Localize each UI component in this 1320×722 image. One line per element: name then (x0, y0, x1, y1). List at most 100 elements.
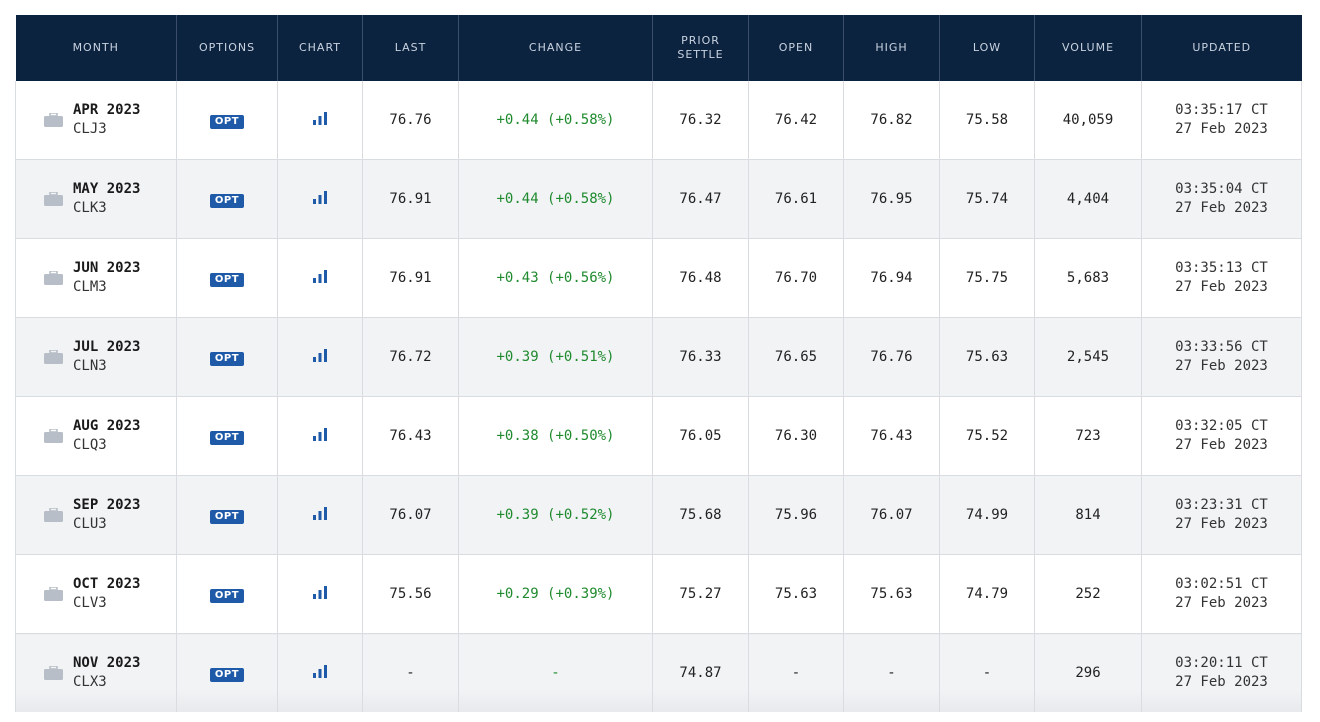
prior-settle-line1: PRIOR (681, 34, 720, 47)
table-row[interactable]: JUL 2023 CLN3 OPT 76.72 +0.39 (+0.51%) 76.33 7… (15, 317, 1302, 397)
column-header-month[interactable]: MONTH (15, 15, 177, 81)
table-row[interactable]: OCT 2023 CLV3 OPT 75.56 +0.29 (+0.39%) 75.27 7… (15, 554, 1302, 634)
volume: 40,059 (1034, 81, 1142, 160)
updated-cell: 03:33:56 CT 27 Feb 2023 (1141, 317, 1302, 397)
table-row[interactable]: JUN 2023 CLM3 OPT 76.91 +0.43 (+0.56%) 76.48 7… (15, 238, 1302, 318)
bar-chart-icon[interactable] (312, 269, 328, 287)
bar-chart-icon[interactable] (312, 664, 328, 682)
chart-cell (277, 633, 363, 712)
price-change: +0.44 (+0.58%) (458, 159, 653, 239)
contract-code: CLN3 (73, 358, 107, 374)
options-cell: OPT (176, 396, 278, 476)
updated-time: 03:02:51 CT (1175, 576, 1268, 592)
high-price: 76.76 (843, 317, 940, 397)
last-price: 76.07 (362, 475, 459, 555)
column-header-high[interactable]: HIGH (843, 15, 940, 81)
briefcase-icon[interactable] (44, 192, 63, 206)
column-header-options[interactable]: OPTIONS (176, 15, 278, 81)
briefcase-icon[interactable] (44, 350, 63, 364)
contract-month: APR 2023 (73, 102, 141, 118)
contract-code: CLU3 (73, 516, 107, 532)
options-cell: OPT (176, 159, 278, 239)
bar-chart-icon[interactable] (312, 427, 328, 445)
month-cell: JUL 2023 CLN3 (15, 317, 177, 397)
contract-code: CLQ3 (73, 437, 107, 453)
bar-chart-icon[interactable] (312, 506, 328, 524)
price-change: +0.44 (+0.58%) (458, 81, 653, 160)
prior-settle: 76.47 (652, 159, 749, 239)
briefcase-icon[interactable] (44, 113, 63, 127)
bar-chart-icon[interactable] (312, 348, 328, 366)
updated-time: 03:35:17 CT (1175, 102, 1268, 118)
briefcase-icon[interactable] (44, 271, 63, 285)
options-cell: OPT (176, 633, 278, 712)
briefcase-icon[interactable] (44, 429, 63, 443)
high-price: 76.82 (843, 81, 940, 160)
table-row[interactable]: NOV 2023 CLX3 OPT - -74.87- - -296 03:20:11 CT 2… (15, 633, 1302, 712)
updated-date: 27 Feb 2023 (1175, 200, 1268, 216)
updated-cell: 03:23:31 CT 27 Feb 2023 (1141, 475, 1302, 555)
contract-month: NOV 2023 (73, 655, 141, 671)
opt-button[interactable]: OPT (209, 193, 245, 208)
volume: 4,404 (1034, 159, 1142, 239)
volume: 2,545 (1034, 317, 1142, 397)
briefcase-icon[interactable] (44, 666, 63, 680)
column-header-last[interactable]: LAST (362, 15, 459, 81)
updated-cell: 03:02:51 CT 27 Feb 2023 (1141, 554, 1302, 634)
table-row[interactable]: MAY 2023 CLK3 OPT 76.91 +0.44 (+0.58%) 76.47 7… (15, 159, 1302, 239)
high-price: - (843, 633, 940, 712)
updated-date: 27 Feb 2023 (1175, 674, 1268, 690)
updated-cell: 03:35:17 CT 27 Feb 2023 (1141, 81, 1302, 160)
contract-month: SEP 2023 (73, 497, 141, 513)
open-price: 76.42 (748, 81, 844, 160)
prior-settle: 74.87 (652, 633, 749, 712)
updated-time: 03:35:13 CT (1175, 260, 1268, 276)
updated-cell: 03:35:04 CT 27 Feb 2023 (1141, 159, 1302, 239)
column-header-low[interactable]: LOW (939, 15, 1035, 81)
bar-chart-icon[interactable] (312, 111, 328, 129)
volume: 5,683 (1034, 238, 1142, 318)
last-price: 76.43 (362, 396, 459, 476)
updated-time: 03:23:31 CT (1175, 497, 1268, 513)
bar-chart-icon[interactable] (312, 585, 328, 603)
opt-button[interactable]: OPT (209, 351, 245, 366)
price-change: +0.39 (+0.51%) (458, 317, 653, 397)
bar-chart-icon[interactable] (312, 190, 328, 208)
briefcase-icon[interactable] (44, 508, 63, 522)
opt-button[interactable]: OPT (209, 509, 245, 524)
table-row[interactable]: SEP 2023 CLU3 OPT 76.07 +0.39 (+0.52%) 75.68 7… (15, 475, 1302, 555)
opt-button[interactable]: OPT (209, 272, 245, 287)
opt-button[interactable]: OPT (209, 667, 245, 682)
updated-time: 03:35:04 CT (1175, 181, 1268, 197)
open-price: 75.96 (748, 475, 844, 555)
low-price: 75.75 (939, 238, 1035, 318)
month-cell: AUG 2023 CLQ3 (15, 396, 177, 476)
contract-code: CLX3 (73, 674, 107, 690)
options-cell: OPT (176, 81, 278, 160)
opt-button[interactable]: OPT (209, 114, 245, 129)
column-header-volume[interactable]: VOLUME (1034, 15, 1142, 81)
open-price: 76.30 (748, 396, 844, 476)
contract-code: CLJ3 (73, 121, 107, 137)
contract-code: CLV3 (73, 595, 107, 611)
volume: 296 (1034, 633, 1142, 712)
table-row[interactable]: APR 2023 CLJ3 OPT 76.76 +0.44 (+0.58%) 76.32 7… (15, 81, 1302, 160)
briefcase-icon[interactable] (44, 587, 63, 601)
last-price: 76.91 (362, 238, 459, 318)
open-price: 76.70 (748, 238, 844, 318)
opt-button[interactable]: OPT (209, 430, 245, 445)
high-price: 75.63 (843, 554, 940, 634)
opt-button[interactable]: OPT (209, 588, 245, 603)
column-header-change[interactable]: CHANGE (458, 15, 653, 81)
low-price: 75.74 (939, 159, 1035, 239)
column-header-open[interactable]: OPEN (748, 15, 844, 81)
options-cell: OPT (176, 317, 278, 397)
column-header-prior-settle[interactable]: PRIOR SETTLE (652, 15, 749, 81)
table-row[interactable]: AUG 2023 CLQ3 OPT 76.43 +0.38 (+0.50%) 76.05 7… (15, 396, 1302, 476)
month-cell: JUN 2023 CLM3 (15, 238, 177, 318)
column-header-updated[interactable]: UPDATED (1141, 15, 1302, 81)
column-header-chart[interactable]: CHART (277, 15, 363, 81)
prior-settle: 75.68 (652, 475, 749, 555)
chart-cell (277, 554, 363, 634)
updated-date: 27 Feb 2023 (1175, 279, 1268, 295)
